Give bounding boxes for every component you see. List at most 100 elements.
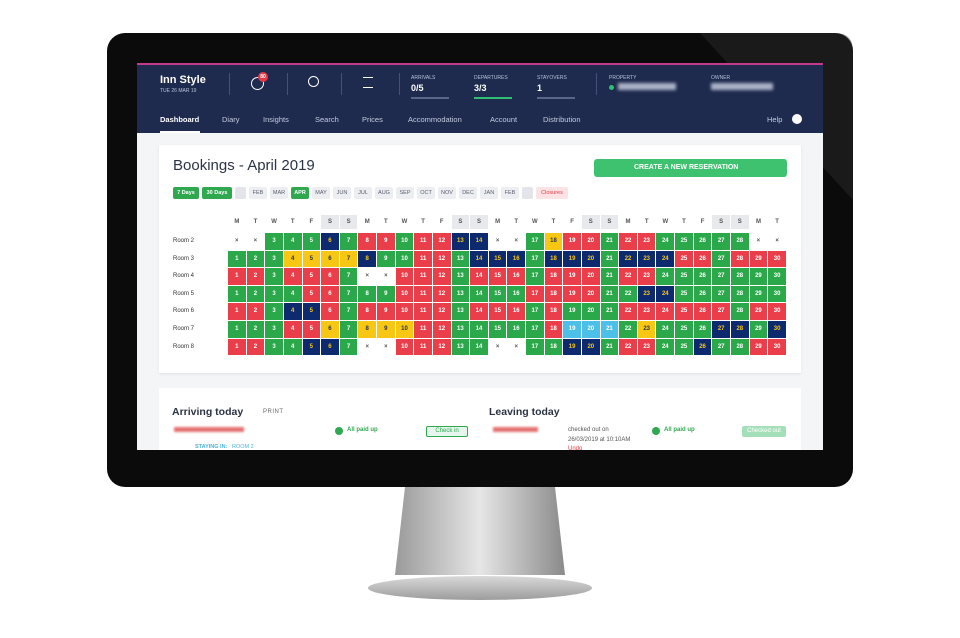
print-link[interactable]: PRINT [263,409,284,415]
calendar-cell[interactable]: 2 [246,321,265,338]
calendar-cell[interactable]: 9 [377,233,395,250]
calendar-cell[interactable]: 7 [339,233,358,250]
calendar-cell[interactable]: 27 [712,321,730,338]
calendar-cell[interactable]: 17 [526,268,544,285]
calendar-cell[interactable]: 22 [619,233,637,250]
calendar-cell[interactable]: 3 [265,268,283,285]
calendar-cell[interactable]: 5 [302,285,321,303]
calendar-cell[interactable]: 8 [358,250,377,268]
month-button[interactable]: MAR [270,187,288,199]
calendar-cell[interactable]: 25 [675,303,693,320]
calendar-cell[interactable]: 18 [544,233,563,250]
help-link[interactable]: Help [767,115,783,124]
calendar-cell[interactable]: 1 [228,303,246,320]
calendar-cell[interactable]: 21 [600,338,619,356]
calendar-cell[interactable]: 13 [451,233,470,250]
calendar-cell[interactable]: 8 [358,285,377,303]
calendar-cell[interactable]: 25 [675,268,693,285]
calendar-cell[interactable]: 27 [712,303,730,320]
calendar-cell[interactable]: 8 [358,233,377,250]
calendar-cell[interactable]: 13 [451,338,470,356]
calendar-cell[interactable]: 11 [414,233,432,250]
calendar-cell[interactable]: 26 [693,268,712,285]
calendar-cell[interactable]: 25 [675,338,693,356]
next-button[interactable] [522,187,533,199]
nav-item[interactable]: Search [315,115,339,124]
calendar-cell[interactable]: 17 [526,285,544,303]
calendar-cell[interactable]: × [507,338,526,356]
calendar-cell[interactable]: 23 [637,303,656,320]
calendar-cell[interactable]: 26 [693,338,712,356]
calendar-cell[interactable]: 10 [395,321,414,338]
calendar-cell[interactable]: 18 [544,321,563,338]
calendar-cell[interactable]: 13 [451,250,470,268]
calendar-cell[interactable]: 11 [414,303,432,320]
calendar-cell[interactable]: 28 [731,303,749,320]
calendar-cell[interactable]: 20 [581,303,600,320]
calendar-cell[interactable]: 20 [581,268,600,285]
undo-link[interactable]: Undo [568,446,583,450]
calendar-cell[interactable]: 25 [675,321,693,338]
month-button[interactable]: OCT [417,187,435,199]
calendar-cell[interactable]: 10 [395,233,414,250]
calendar-cell[interactable]: 3 [265,303,283,320]
calendar-cell[interactable]: 27 [712,250,730,268]
checkin-button[interactable]: Check in [426,426,468,437]
calendar-cell[interactable]: 10 [395,250,414,268]
calendar-cell[interactable]: 1 [228,321,246,338]
calendar-cell[interactable]: 25 [675,285,693,303]
calendar-cell[interactable]: × [228,233,246,250]
calendar-cell[interactable]: 12 [432,321,451,338]
calendar-cell[interactable]: × [768,233,786,250]
month-button[interactable]: JUL [354,187,372,199]
calendar-cell[interactable]: 13 [451,321,470,338]
calendar-cell[interactable]: 18 [544,250,563,268]
calendar-cell[interactable]: 8 [358,303,377,320]
calendar-cell[interactable]: 19 [563,233,581,250]
calendar-cell[interactable]: 14 [470,250,488,268]
calendar-cell[interactable]: 29 [749,303,768,320]
calendar-cell[interactable]: 12 [432,233,451,250]
calendar-cell[interactable]: 14 [470,285,488,303]
search-icon[interactable] [308,76,319,87]
calendar-cell[interactable]: 16 [507,285,526,303]
nav-item[interactable]: Insights [263,115,289,124]
calendar-cell[interactable]: 12 [432,338,451,356]
calendar-cell[interactable]: 6 [321,321,339,338]
calendar-cell[interactable]: 15 [488,321,507,338]
calendar-cell[interactable]: 30 [768,268,786,285]
calendar-cell[interactable]: × [377,268,395,285]
calendar-cell[interactable]: 30 [768,338,786,356]
calendar-cell[interactable]: 27 [712,338,730,356]
checked-out-button[interactable]: Checked out [742,426,786,437]
calendar-cell[interactable]: 30 [768,321,786,338]
calendar-cell[interactable]: 11 [414,250,432,268]
calendar-cell[interactable]: 7 [339,285,358,303]
calendar-cell[interactable]: 27 [712,233,730,250]
calendar-cell[interactable]: 29 [749,321,768,338]
calendar-cell[interactable]: 21 [600,233,619,250]
month-button[interactable]: FEB [249,187,267,199]
calendar-cell[interactable]: 29 [749,250,768,268]
nav-item[interactable]: Distribution [543,115,581,124]
month-button[interactable]: SEP [396,187,414,199]
calendar-cell[interactable]: 2 [246,338,265,356]
calendar-cell[interactable]: 19 [563,303,581,320]
calendar-cell[interactable]: 17 [526,338,544,356]
calendar-cell[interactable]: 24 [656,250,675,268]
calendar-cell[interactable]: × [358,338,377,356]
calendar-cell[interactable]: 6 [321,338,339,356]
calendar-cell[interactable]: 2 [246,250,265,268]
calendar-cell[interactable]: 2 [246,285,265,303]
calendar-cell[interactable]: 5 [302,321,321,338]
calendar-cell[interactable]: 21 [600,303,619,320]
calendar-cell[interactable]: 13 [451,285,470,303]
calendar-cell[interactable]: 1 [228,285,246,303]
calendar-cell[interactable]: 26 [693,233,712,250]
calendar-cell[interactable]: 25 [675,233,693,250]
calendar-cell[interactable]: 20 [581,233,600,250]
calendar-cell[interactable]: 2 [246,303,265,320]
calendar-cell[interactable]: 18 [544,338,563,356]
calendar-cell[interactable]: 20 [581,250,600,268]
calendar-cell[interactable]: 24 [656,303,675,320]
